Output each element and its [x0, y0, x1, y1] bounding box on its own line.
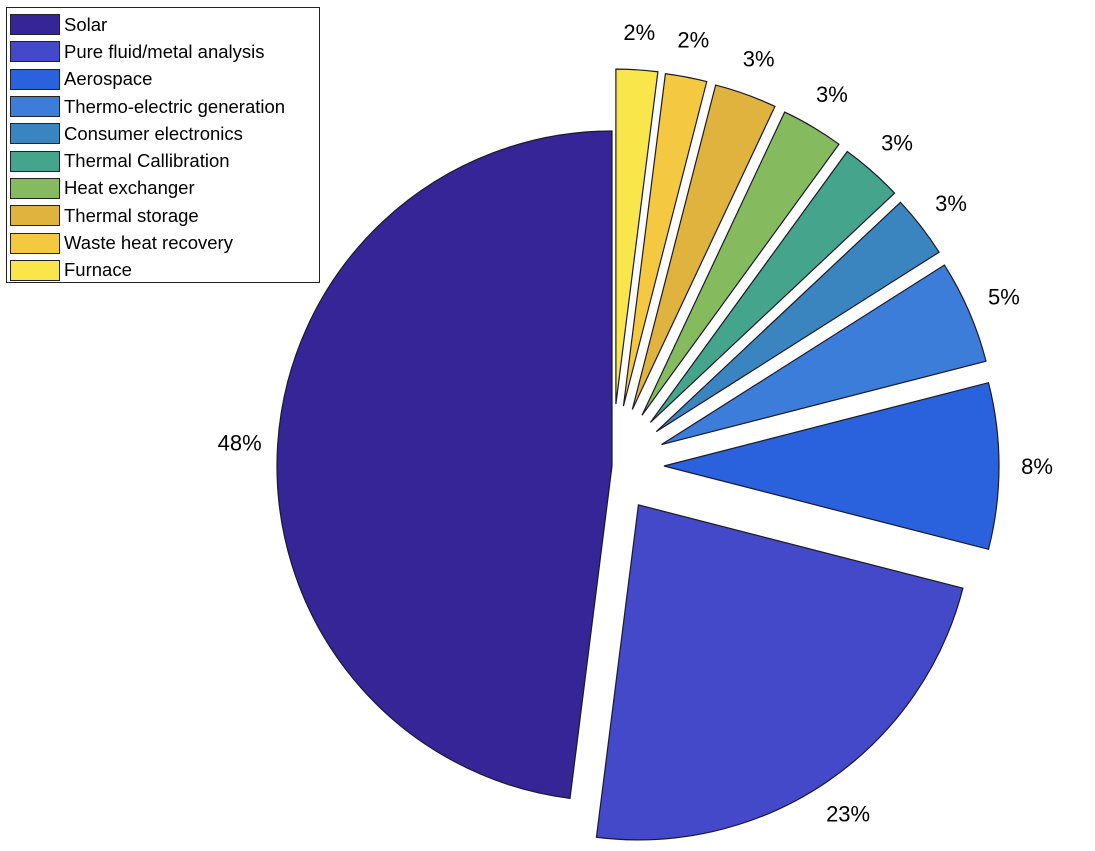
- legend-swatch: [10, 123, 60, 145]
- legend-item: Thermal storage: [10, 202, 319, 229]
- pie-slice-aerospace: [663, 381, 1000, 551]
- legend-swatch: [10, 41, 60, 63]
- slice-label-heat-exchanger: 3%: [816, 82, 848, 107]
- legend-label: Thermal storage: [64, 204, 199, 226]
- legend-item: Solar: [10, 11, 319, 38]
- legend-item: Consumer electronics: [10, 120, 319, 147]
- legend-item: Heat exchanger: [10, 175, 319, 202]
- legend-label: Thermo-electric generation: [64, 95, 286, 117]
- legend-item: Waste heat recovery: [10, 229, 319, 256]
- legend-label: Furnace: [64, 259, 132, 281]
- pie-slice-furnace: [615, 68, 659, 405]
- pie-slice-thermal-callibration: [649, 150, 896, 423]
- slice-label-waste-heat-recovery: 2%: [677, 28, 709, 53]
- pie-slice-solar: [276, 130, 613, 800]
- pie-slice-pure-fluid-metal-analysis: [595, 504, 964, 841]
- legend-item: Thermo-electric generation: [10, 93, 319, 120]
- legend-label: Heat exchanger: [64, 177, 195, 199]
- legend-item: Furnace: [10, 257, 319, 284]
- legend-swatch: [10, 68, 60, 90]
- pie-labels: 48% 23% 8% 5% 3% 3% 3% 3% 2% 2%: [218, 20, 1053, 827]
- legend-item: Aerospace: [10, 66, 319, 93]
- slice-label-pure-fluid-metal-analysis: 23%: [826, 801, 870, 826]
- legend-label: Solar: [64, 13, 108, 35]
- legend-item: Thermal Callibration: [10, 147, 319, 174]
- pie-slices: [276, 68, 1000, 841]
- legend-label: Waste heat recovery: [64, 232, 233, 254]
- legend-swatch: [10, 177, 60, 199]
- slice-label-thermo-electric-generation: 5%: [988, 284, 1020, 309]
- pie-slice-waste-heat-recovery: [622, 73, 708, 407]
- legend: Solar Pure fluid/metal analysis Aerospace T…: [6, 7, 320, 283]
- pie-slice-thermal-storage: [631, 84, 776, 410]
- slice-label-aerospace: 8%: [1021, 454, 1053, 479]
- legend-list: Solar Pure fluid/metal analysis Aerospace T…: [10, 11, 319, 284]
- legend-swatch: [10, 96, 60, 118]
- legend-swatch: [10, 232, 60, 254]
- pie-slice-thermo-electric-generation: [661, 264, 987, 446]
- legend-item: Pure fluid/metal analysis: [10, 38, 319, 65]
- legend-label: Aerospace: [64, 68, 153, 90]
- legend-label: Consumer electronics: [64, 122, 243, 144]
- slice-label-thermal-storage: 3%: [743, 47, 775, 72]
- pie-slice-heat-exchanger: [641, 111, 840, 416]
- legend-label: Pure fluid/metal analysis: [64, 40, 265, 62]
- slice-label-consumer-electronics: 3%: [935, 191, 967, 216]
- legend-swatch: [10, 259, 60, 281]
- legend-label: Thermal Callibration: [64, 150, 230, 172]
- pie-slice-consumer-electronics: [655, 201, 940, 433]
- slice-label-thermal-callibration: 3%: [881, 131, 913, 156]
- legend-swatch: [10, 205, 60, 227]
- legend-swatch: [10, 14, 60, 36]
- legend-swatch: [10, 150, 60, 172]
- slice-label-furnace: 2%: [623, 20, 655, 45]
- slice-label-solar: 48%: [218, 431, 262, 456]
